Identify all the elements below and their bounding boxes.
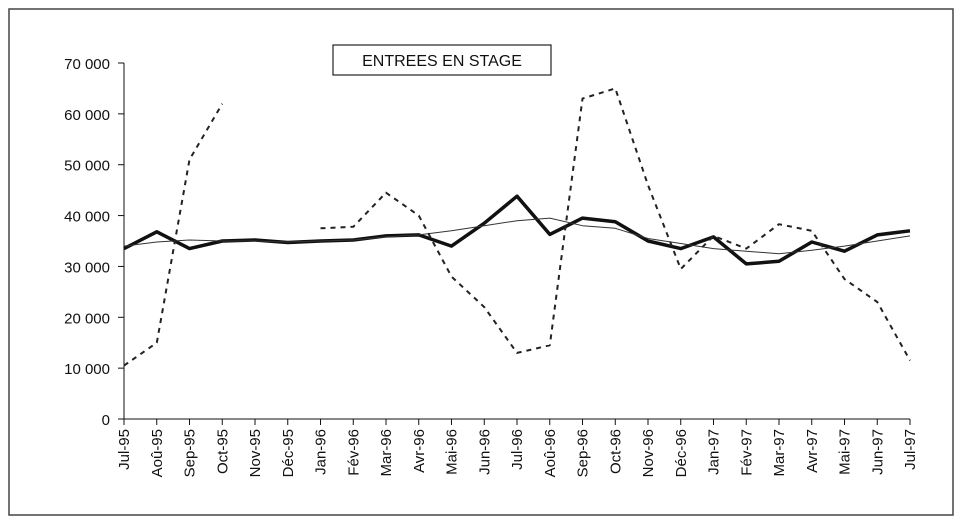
title-box <box>332 44 552 76</box>
y-tick-label: 20 000 <box>64 310 110 327</box>
y-tick-label: 50 000 <box>64 158 110 175</box>
y-tick-label: 60 000 <box>64 107 110 124</box>
x-tick-label: Avr-96 <box>411 429 428 473</box>
y-tick-label: 70 000 <box>64 56 110 73</box>
x-tick-label: Jun-96 <box>476 429 493 475</box>
y-tick-label: 10 000 <box>64 361 110 378</box>
x-tick-label: Jan-96 <box>313 429 330 475</box>
x-tick-label: Sep-96 <box>575 429 592 477</box>
x-tick-label: Fév-97 <box>738 429 755 476</box>
x-tick-label: Jun-97 <box>869 429 886 475</box>
x-tick-label: Avr-97 <box>804 429 821 473</box>
y-tick-label: 30 000 <box>64 259 110 276</box>
x-tick-label: Nov-96 <box>640 429 657 477</box>
x-tick-label: Déc-95 <box>280 429 297 477</box>
x-tick-label: Oct-96 <box>607 429 624 474</box>
x-tick-label: Aoû-95 <box>149 429 166 477</box>
x-tick-label: Fév-96 <box>345 429 362 476</box>
series-line <box>123 217 911 255</box>
x-tick-label: Jul-95 <box>116 429 133 470</box>
x-tick-label: Sep-95 <box>182 429 199 477</box>
x-tick-label: Jan-97 <box>706 429 723 475</box>
x-tick-label: Aoû-96 <box>542 429 559 477</box>
x-tick-label: Mai-96 <box>444 429 461 475</box>
x-tick-label: Mai-97 <box>837 429 854 475</box>
x-tick-label: Oct-95 <box>214 429 231 474</box>
chart-title: ENTREES EN STAGE <box>362 53 522 70</box>
frame <box>8 8 954 516</box>
x-tick-label: Mar-96 <box>378 429 395 477</box>
series-line <box>123 87 911 367</box>
x-tick-label: Jul-96 <box>509 429 526 470</box>
x-tick-label: Déc-96 <box>673 429 690 477</box>
series-line <box>123 194 911 266</box>
x-tick-label: Jul-97 <box>902 429 919 470</box>
y-tick-label: 0 <box>102 412 110 429</box>
x-tick-label: Nov-95 <box>247 429 264 477</box>
x-tick-label: Mar-97 <box>771 429 788 477</box>
y-tick-label: 40 000 <box>64 209 110 226</box>
